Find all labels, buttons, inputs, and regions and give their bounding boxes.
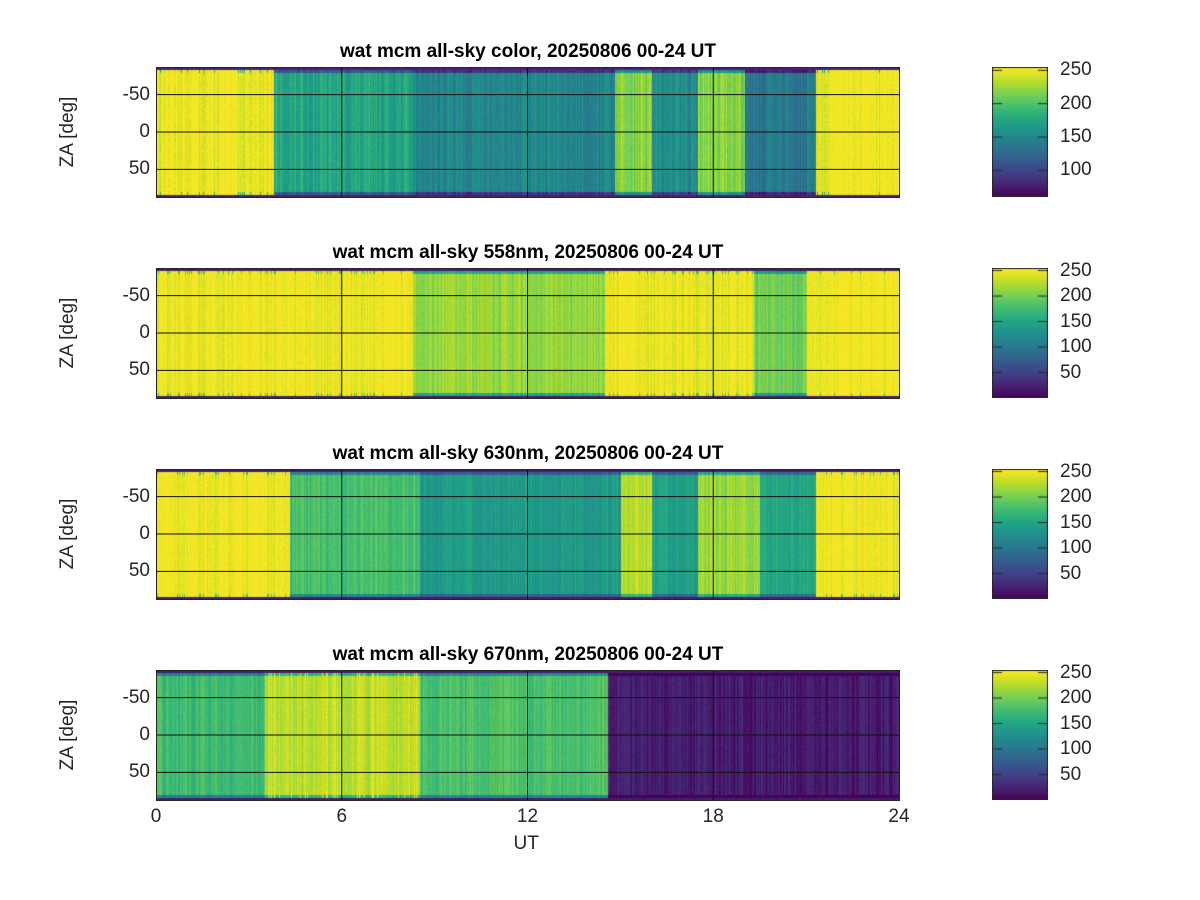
y-tick-label: 0 [139, 322, 150, 343]
y-tick-label: 50 [128, 560, 150, 582]
x-axis-label: UT [513, 833, 539, 854]
colorbar-tick-label: 150 [1060, 511, 1092, 533]
colorbar-tick-label: 50 [1060, 562, 1082, 584]
colorbar-tick-label: 250 [1060, 59, 1092, 81]
y-tick-label: 0 [139, 724, 150, 745]
colorbar-tick-label: 100 [1060, 738, 1092, 760]
colorbar-tick-label: 250 [1060, 460, 1092, 482]
colorbar-tick-label: 50 [1060, 763, 1082, 785]
y-tick-label: -50 [122, 485, 150, 507]
x-tick-label: 6 [336, 806, 348, 827]
y-tick-label: 50 [128, 761, 150, 783]
grid [156, 67, 899, 197]
colorbar-tick-label: 200 [1060, 92, 1092, 114]
colorbar [992, 268, 1048, 398]
colorbar-tick-label: 100 [1060, 336, 1092, 358]
y-tick-label: 50 [128, 158, 150, 180]
colorbar-tick-label: 250 [1060, 661, 1092, 683]
panel-title: wat mcm all-sky color, 20250806 00-24 UT [340, 41, 716, 62]
y-axis-label: ZA [deg] [57, 498, 78, 570]
colorbar [992, 469, 1048, 599]
colorbar-tick-label: 50 [1060, 361, 1082, 383]
grid [156, 670, 899, 800]
x-tick-label: 0 [150, 806, 162, 827]
y-tick-label: -50 [122, 284, 150, 306]
y-tick-label: 0 [139, 523, 150, 544]
panel-title: wat mcm all-sky 630nm, 20250806 00-24 UT [332, 443, 724, 464]
panel-title: wat mcm all-sky 670nm, 20250806 00-24 UT [332, 644, 724, 665]
y-tick-label: 0 [139, 121, 150, 142]
y-tick-label: -50 [122, 686, 150, 708]
colorbar-tick-label: 150 [1060, 712, 1092, 734]
colorbar-tick-label: 100 [1060, 159, 1092, 181]
colorbar-tick-label: 200 [1060, 687, 1092, 709]
y-axis-label: ZA [deg] [57, 96, 78, 168]
colorbar [992, 670, 1048, 800]
colorbar-tick-label: 150 [1060, 310, 1092, 332]
grid [156, 268, 899, 398]
colorbar-tick-label: 200 [1060, 486, 1092, 508]
colorbar-tick-label: 250 [1060, 259, 1092, 281]
x-tick-label: 24 [888, 806, 910, 827]
colorbar-tick-label: 100 [1060, 537, 1092, 559]
y-tick-label: -50 [122, 83, 150, 105]
colorbar-tick-label: 200 [1060, 285, 1092, 307]
panel-title: wat mcm all-sky 558nm, 20250806 00-24 UT [332, 242, 724, 263]
y-tick-label: 50 [128, 359, 150, 381]
x-tick-label: 18 [702, 806, 724, 827]
x-tick-label: 12 [516, 806, 539, 827]
colorbar-tick-label: 150 [1060, 126, 1092, 147]
y-axis-label: ZA [deg] [57, 699, 78, 771]
y-axis-label: ZA [deg] [57, 297, 78, 369]
colorbar [992, 67, 1048, 197]
grid [156, 469, 899, 599]
